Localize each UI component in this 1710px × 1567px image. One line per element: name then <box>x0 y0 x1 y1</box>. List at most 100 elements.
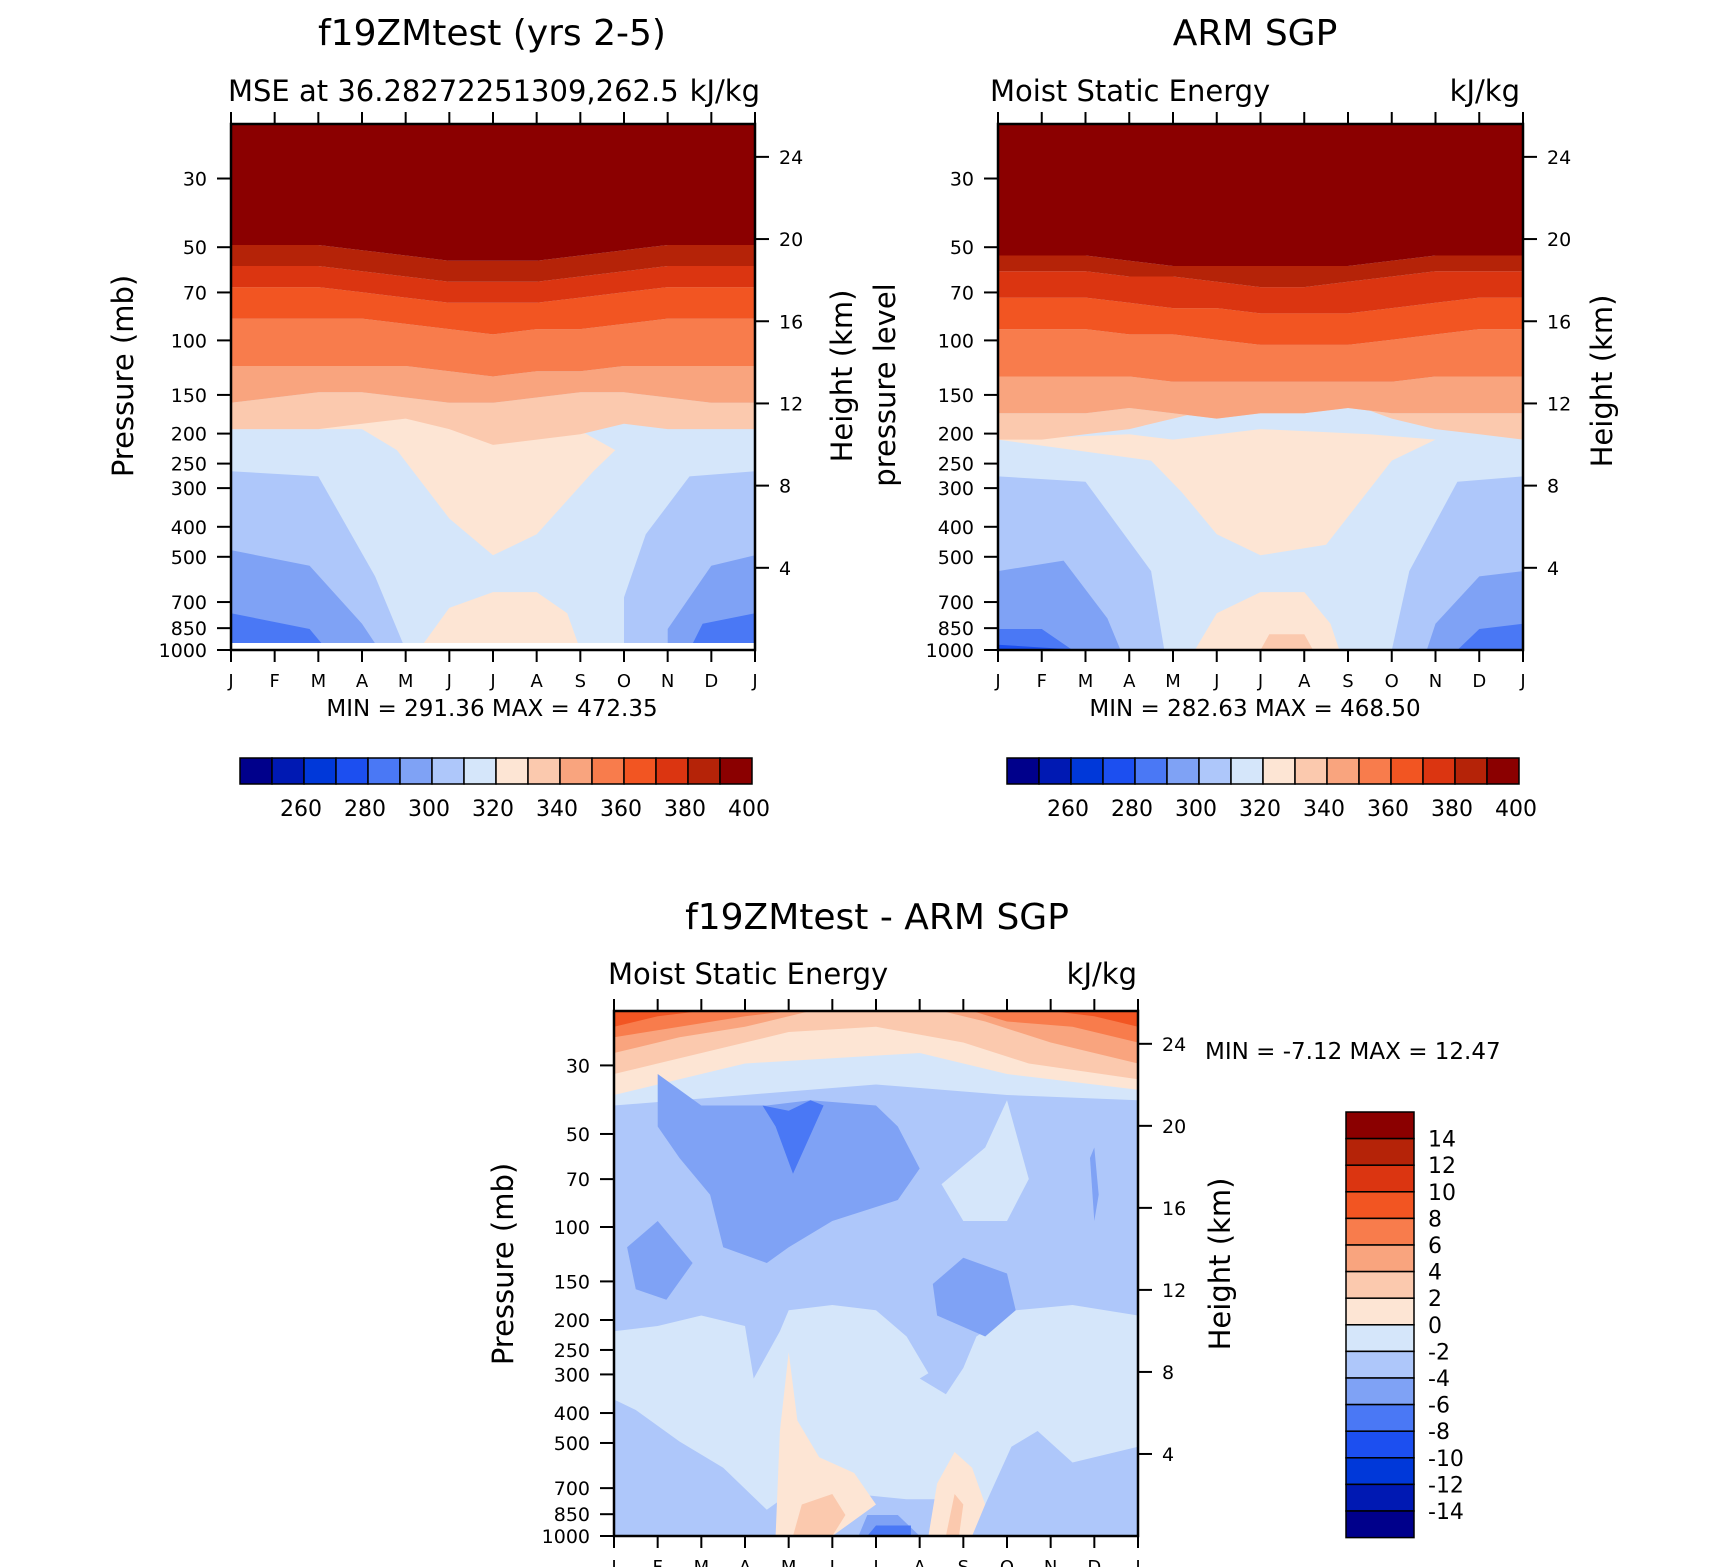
model-missing-data <box>231 643 755 650</box>
model-month-label: M <box>311 671 327 692</box>
obs-colorbar-swatch <box>1454 757 1488 785</box>
model-layer-1 <box>231 366 755 403</box>
diff-plume-a <box>775 1352 876 1536</box>
obs-month-label: S <box>1342 671 1353 692</box>
diff-colorbar-label: -4 <box>1428 1367 1450 1392</box>
model-pressure-label: 400 <box>171 517 207 539</box>
diff-plume-a9 <box>793 1494 846 1536</box>
model-colorbar-swatch <box>559 757 593 785</box>
model-month-label: J <box>446 671 452 692</box>
model-month-label: M <box>398 671 414 692</box>
diff-colorbar-label: 12 <box>1428 1154 1456 1179</box>
obs-pressure-label: 500 <box>938 547 974 569</box>
diff-pressure-label: 100 <box>554 1217 590 1239</box>
model-title: f19ZMtest (yrs 2-5) <box>318 13 666 54</box>
diff-panel: f19ZMtest - ARM SGP Moist Static Energy … <box>486 897 1501 1567</box>
obs-pressure-label: 850 <box>938 618 974 640</box>
obs-colorbar-swatch <box>1006 757 1040 785</box>
model-colorbar-swatch <box>399 757 433 785</box>
model-contour-field <box>231 124 755 650</box>
obs-lobe-left-4 <box>998 629 1073 650</box>
obs-ylabel: pressure level <box>868 283 902 486</box>
diff-pressure-label: 1000 <box>542 1526 590 1548</box>
diff-plume-b9 <box>945 1494 964 1536</box>
diff-contour-field <box>614 1011 1138 1536</box>
diff-month-label: M <box>781 1557 797 1567</box>
diff-top-11b <box>972 1011 1138 1043</box>
obs-colorbar-swatch <box>1230 757 1264 785</box>
diff-pressure-label: 30 <box>566 1055 590 1077</box>
diff-left-label: Moist Static Energy <box>608 957 888 991</box>
model-layer-4 <box>231 266 755 303</box>
obs-height-label: 12 <box>1547 393 1571 415</box>
diff-blob-right <box>932 1257 1016 1337</box>
diff-stats: MIN = -7.12 MAX = 12.47 <box>1205 1039 1501 1065</box>
diff-units-label: kJ/kg <box>1067 957 1137 991</box>
diff-colorbar-label: -2 <box>1428 1340 1450 1365</box>
diff-month-label: O <box>1000 1557 1014 1567</box>
diff-blob-dark <box>762 1100 824 1174</box>
diff-colorbar-swatch <box>1345 1297 1415 1326</box>
diff-top-12b <box>1050 1011 1138 1027</box>
diff-month-label: F <box>652 1557 662 1567</box>
obs-lobe-left-5 <box>998 560 1121 650</box>
obs-colorbar-label: 320 <box>1239 797 1281 822</box>
model-colorbar-swatch <box>719 757 753 785</box>
model-left-label: MSE at 36.28272251309,262.5 <box>228 74 679 108</box>
diff-month-label: S <box>958 1557 969 1567</box>
diff-colorbar-swatch <box>1345 1244 1415 1273</box>
diff-height-label: 4 <box>1162 1444 1174 1466</box>
obs-colorbar-swatch <box>1198 757 1232 785</box>
model-month-label: J <box>489 671 495 692</box>
model-ylabel: Pressure (mb) <box>106 275 140 477</box>
obs-layer-0 <box>998 392 1523 440</box>
model-pressure-label: 30 <box>183 169 207 191</box>
model-stats: MIN = 291.36 MAX = 472.35 <box>326 696 657 722</box>
obs-units-label: kJ/kg <box>1450 74 1520 108</box>
model-bump-8 <box>418 592 581 650</box>
model-height-label: 12 <box>779 393 803 415</box>
model-colorbar-swatch <box>367 757 401 785</box>
diff-blob-light <box>941 1100 1029 1221</box>
diff-colorbar-swatch <box>1345 1137 1415 1166</box>
diff-pressure-label: 300 <box>554 1364 590 1386</box>
obs-month-label: J <box>1257 671 1263 692</box>
model-height-label: 20 <box>779 229 803 251</box>
diff-height-label: 24 <box>1162 1034 1186 1056</box>
obs-month-label: F <box>1037 671 1047 692</box>
diff-colorbar-swatch <box>1345 1350 1415 1379</box>
diff-blob-mid <box>657 1074 920 1263</box>
diff-colorbar-swatch <box>1345 1270 1415 1299</box>
model-colorbar-label: 340 <box>536 797 578 822</box>
model-colorbar-label: 300 <box>408 797 450 822</box>
model-month-label: S <box>575 671 586 692</box>
diff-blob-low4 <box>867 1525 911 1536</box>
obs-colorbar-label: 300 <box>1175 797 1217 822</box>
diff-colorbar-label: 2 <box>1428 1287 1442 1312</box>
obs-layer-3 <box>998 297 1523 345</box>
model-y2label: Height (km) <box>825 290 859 463</box>
model-month-label: N <box>661 671 674 692</box>
obs-pressure-label: 100 <box>938 330 974 352</box>
diff-colorbar-label: 10 <box>1428 1181 1456 1206</box>
obs-colorbar-swatch <box>1134 757 1168 785</box>
model-month-label: J <box>751 671 757 692</box>
diff-pressure-label: 500 <box>554 1433 590 1455</box>
obs-colorbar: 260 280 300 320 340 360 380 400 <box>1006 757 1537 822</box>
diff-height-label: 8 <box>1162 1362 1174 1384</box>
model-month-label: J <box>227 671 233 692</box>
diff-top-12a <box>614 1011 702 1027</box>
obs-colorbar-swatch <box>1390 757 1424 785</box>
model-month-label: A <box>356 671 369 692</box>
diff-colorbar-label: -10 <box>1428 1447 1464 1472</box>
obs-month-label: M <box>1078 671 1094 692</box>
model-lobe-right-4 <box>689 613 755 650</box>
obs-month-label: A <box>1123 671 1136 692</box>
obs-title: ARM SGP <box>1173 13 1338 54</box>
model-pressure-label: 500 <box>171 547 207 569</box>
diff-colorbar-swatch <box>1345 1457 1415 1486</box>
obs-month-label: J <box>1519 671 1525 692</box>
diff-pressure-label: 200 <box>554 1310 590 1332</box>
diff-month-label: J <box>1134 1557 1140 1567</box>
